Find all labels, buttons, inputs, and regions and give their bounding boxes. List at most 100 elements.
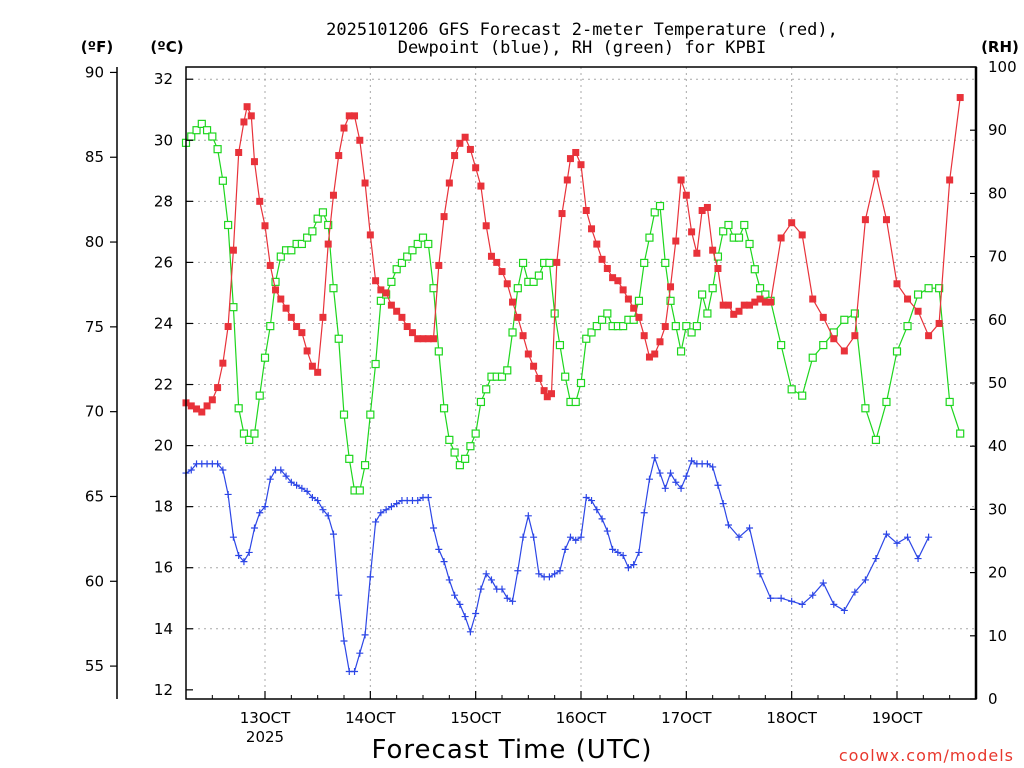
temperature-point (882, 216, 890, 224)
dewpoint-point (287, 478, 295, 486)
rh-point (418, 233, 428, 242)
temperature-point (624, 295, 632, 303)
celsius-axis-unit: (ºC) (150, 38, 183, 56)
celsius-tick-label: 20 (154, 437, 173, 455)
dewpoint-point (566, 533, 574, 541)
rh-point (313, 214, 322, 223)
temperature-point (287, 313, 295, 321)
dewpoint-point (335, 591, 343, 599)
rh-point (371, 359, 380, 369)
dewpoint-point (545, 573, 553, 581)
rh-point (561, 372, 570, 381)
temperature-point (472, 164, 480, 172)
rh-point (750, 265, 759, 274)
dewpoint-point (767, 594, 775, 602)
dewpoint-point (466, 628, 474, 636)
rh-point (698, 290, 707, 299)
dewpoint-point (593, 506, 601, 514)
rh-point (471, 429, 480, 438)
temperature-point (329, 191, 337, 199)
temperature-point (946, 176, 954, 184)
temperature-point (435, 261, 443, 269)
temperature-point (240, 118, 248, 126)
dewpoint-point (245, 548, 253, 556)
temperature-point (519, 332, 527, 340)
temperature-point (514, 313, 522, 321)
dewpoint-point (714, 481, 722, 489)
temperature-point (609, 274, 617, 282)
temperature-point (540, 387, 548, 395)
temperature-point (382, 289, 390, 297)
dewpoint-point (277, 466, 285, 474)
rh-point (408, 246, 417, 255)
temperature-point (351, 112, 359, 120)
dewpoint-point (514, 567, 522, 575)
dewpoint-point (893, 539, 901, 547)
dewpoint-point (561, 545, 569, 553)
dewpoint-point (588, 497, 596, 505)
temperature-point (582, 206, 590, 214)
rh-tick-label: 50 (988, 374, 1007, 392)
rh-point (513, 284, 522, 293)
temperature-point (187, 402, 195, 410)
dewpoint-point (461, 613, 469, 621)
celsius-tick-label: 22 (154, 376, 173, 394)
dewpoint-point (282, 472, 290, 480)
rh-point (903, 322, 912, 331)
dewpoint-point (329, 530, 337, 538)
rh-point (308, 227, 317, 236)
temperature-point (819, 313, 827, 321)
dewpoint-point (214, 460, 222, 468)
temperature-point (558, 210, 566, 218)
temperature-point (735, 307, 743, 315)
rh-point (482, 385, 491, 394)
temperature-point (487, 252, 495, 260)
dewpoint-point (535, 570, 543, 578)
dewpoint-point (319, 506, 327, 514)
dewpoint-point (777, 594, 785, 602)
temperature-point (603, 265, 611, 273)
dewpoint-point (882, 530, 890, 538)
dewpoint-point (256, 509, 264, 517)
temperature-point (408, 329, 416, 337)
dewpoint-point (709, 463, 717, 471)
dewpoint-point (656, 469, 664, 477)
series-2-meter-temperature (182, 94, 964, 416)
dewpoint-point (351, 668, 359, 676)
rh-point (840, 315, 849, 324)
dewpoint-point (614, 548, 622, 556)
rh-point (708, 284, 717, 293)
rh-point (529, 277, 538, 286)
temperature-point (314, 368, 322, 376)
dewpoint-point (235, 552, 243, 560)
rh-point (397, 258, 407, 268)
temperature-point (667, 283, 675, 291)
temperature-point (398, 313, 406, 321)
celsius-tick-label: 18 (154, 498, 173, 516)
temperature-point (440, 213, 448, 221)
series-line (185, 97, 961, 413)
rh-point (503, 366, 512, 375)
rh-tick-label: 90 (988, 121, 1007, 139)
temperature-point (366, 231, 374, 239)
dewpoint-point (293, 481, 301, 489)
temperature-point (340, 124, 348, 132)
temperature-point (377, 286, 385, 294)
fahrenheit-tick-label: 60 (85, 572, 104, 590)
dewpoint-point (640, 509, 648, 517)
dewpoint-point (624, 564, 632, 572)
rh-point (508, 328, 517, 337)
temperature-point (482, 222, 490, 230)
rh-point (439, 404, 449, 413)
temperature-point (761, 298, 769, 306)
rh-point (466, 442, 475, 451)
fahrenheit-tick-label: 75 (85, 318, 104, 336)
temperature-point (677, 176, 685, 184)
dewpoint-point (645, 475, 653, 483)
temperature-point (393, 307, 401, 315)
dewpoint-point (451, 591, 459, 599)
temperature-point (956, 94, 964, 102)
dewpoint-point (788, 597, 796, 605)
dewpoint-point (651, 454, 659, 462)
rh-point (913, 290, 923, 299)
